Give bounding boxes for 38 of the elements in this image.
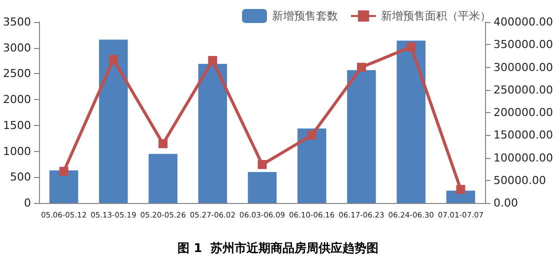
y2-tick-label: 250000.00 bbox=[494, 83, 554, 96]
bar bbox=[148, 154, 178, 203]
point bbox=[108, 55, 118, 64]
bar bbox=[297, 128, 326, 203]
point bbox=[307, 130, 316, 140]
bar bbox=[446, 190, 476, 203]
y2-tick-label: 200000.00 bbox=[494, 106, 554, 119]
y2-tick-label: 400000.00 bbox=[494, 16, 554, 28]
bar bbox=[99, 40, 128, 203]
bar bbox=[248, 172, 277, 203]
y-tick-label: 3500 bbox=[2, 16, 31, 28]
point bbox=[406, 42, 416, 52]
point bbox=[258, 160, 267, 170]
y-tick-label: 3000 bbox=[2, 41, 31, 54]
point bbox=[208, 56, 218, 65]
point bbox=[356, 62, 366, 72]
y-tick-label: 2000 bbox=[2, 93, 31, 106]
text: 图 1 苏州市近期商品房周供应趋势图 bbox=[178, 241, 378, 255]
bar bbox=[198, 64, 228, 203]
y2-tick-label: 150000.00 bbox=[494, 128, 554, 142]
y2-tick-label: 100000.00 bbox=[494, 151, 554, 164]
legend-label: 新增预售面积（平米） bbox=[381, 10, 491, 22]
point bbox=[59, 166, 68, 176]
legend-label: 新增预售套数 bbox=[272, 10, 338, 22]
bar bbox=[347, 70, 376, 203]
y-tick-label: 2500 bbox=[2, 67, 31, 80]
point bbox=[158, 139, 168, 148]
point bbox=[456, 184, 466, 194]
bar bbox=[49, 170, 78, 203]
bar bbox=[396, 40, 426, 203]
y2-tick-label: 0.00 bbox=[494, 196, 518, 210]
y-tick-label: 500 bbox=[10, 170, 31, 184]
y-tick-label: 1500 bbox=[2, 118, 31, 132]
y2-tick-label: 300000.00 bbox=[494, 60, 554, 74]
y2-tick-label: 50000.00 bbox=[494, 174, 546, 187]
y-tick-label: 0 bbox=[24, 196, 31, 210]
y-tick-label: 1000 bbox=[2, 144, 31, 158]
y2-tick-label: 350000.00 bbox=[494, 38, 554, 52]
